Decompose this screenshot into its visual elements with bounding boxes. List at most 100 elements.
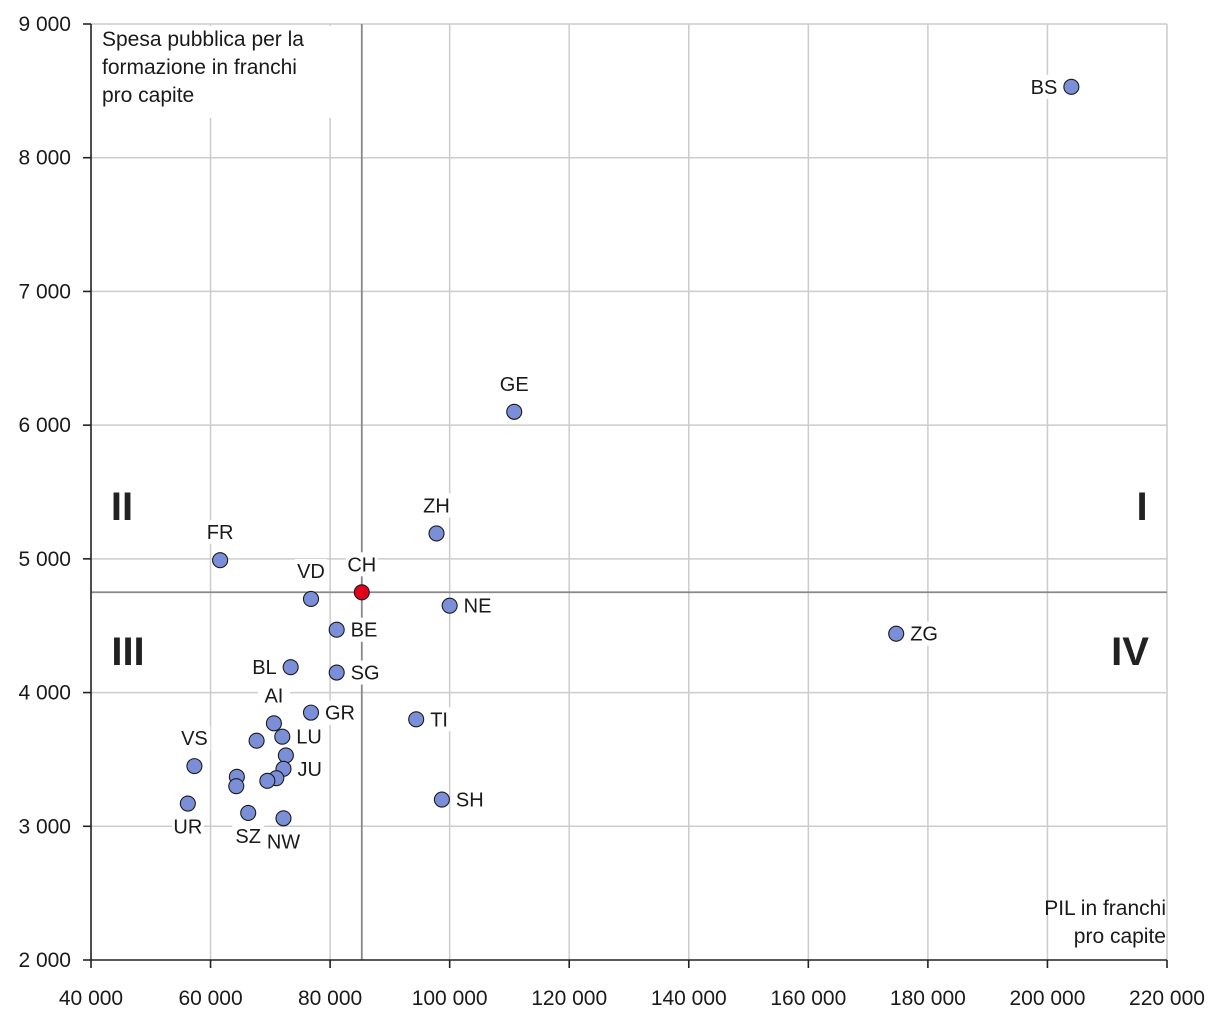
x-tick-label: 80 000 [298,987,362,1010]
data-points [179,78,1080,827]
point-ti [408,711,425,728]
point-label-halo [267,829,300,854]
x-axis-title-line: pro capite [1074,925,1166,948]
point-labels: BS GE ZH FR VD CH NE ZG BE BL SG GR AI TI LU VS JU SH UR SZ… [171,74,1058,854]
point-zh [428,525,445,542]
point-bl [282,659,299,676]
quadrant-label-i: I [1136,485,1147,529]
point-label-halo [420,493,453,518]
quadrant-label-iv: IV [1111,630,1149,674]
point-sz [240,804,257,821]
point-unlabeled [259,772,276,789]
x-axis-ticks: 40 000 60 000 80 000 100 000 120 000 140 000 1… [59,960,1205,1010]
y-tick-label: 6 000 [18,414,71,437]
point-label-bl: BL [252,657,276,679]
x-tick-label: 140 000 [651,987,727,1010]
point-ne [441,597,458,614]
point-sg [328,664,345,681]
point-unlabeled [248,732,265,749]
x-tick-label: 60 000 [178,987,242,1010]
point-unlabeled [277,747,294,764]
axis-titles: Spesa pubblica per la formazione in franc… [97,26,1166,948]
point-label-halo [204,520,237,545]
point-bs [1063,78,1080,95]
point-ge [506,403,523,420]
point-label-fr: FR [207,522,234,544]
x-tick-label: 100 000 [412,987,488,1010]
point-label-halo [345,552,378,577]
point-label-halo [498,371,531,396]
point-label-halo [908,621,941,646]
point-label-halo [453,787,486,812]
point-label-halo [295,756,328,781]
point-label-halo [178,726,211,751]
point-label-halo [428,707,461,732]
point-label-ch: CH [347,554,376,576]
x-axis-title-line: PIL in franchi [1044,897,1166,920]
point-label-bs: BS [1031,77,1058,99]
point-label-halo [461,593,494,618]
point-label-halo [322,700,355,725]
quadrant-label-iii: III [111,630,144,674]
point-label-halo [244,655,277,680]
point-lu [274,728,291,745]
point-label-zh: ZH [423,495,450,517]
point-label-halo [348,660,381,685]
point-nw [275,810,292,827]
axes [90,24,1167,961]
reference-lines [91,24,1167,960]
y-tick-label: 4 000 [18,682,71,705]
point-label-vs: VS [181,728,208,750]
y-tick-label: 3 000 [18,815,71,838]
point-label-sz: SZ [235,826,261,848]
x-tick-label: 200 000 [1009,987,1085,1010]
x-tick-label: 120 000 [531,987,607,1010]
point-zg [888,625,905,642]
point-label-halo [294,724,327,749]
point-label-ai: AI [264,685,283,707]
point-vs [186,758,203,775]
y-axis-title-line: Spesa pubblica per la [102,28,304,51]
point-label-zg: ZG [910,624,938,646]
point-sh [433,791,450,808]
point-label-ur: UR [173,817,202,839]
point-fr [212,552,229,569]
point-ai [265,715,282,732]
point-vd [302,590,320,608]
y-tick-label: 5 000 [18,548,71,571]
point-label-halo [348,617,381,642]
y-axis-title-line: pro capite [102,84,194,107]
point-gr [302,704,320,721]
point-label-halo [1025,74,1058,99]
y-axis-title-background [97,26,333,118]
point-be [328,621,345,638]
point-label-halo [232,823,265,848]
x-tick-label: 160 000 [770,987,846,1010]
point-label-ju: JU [297,759,321,781]
point-ch [353,584,370,601]
point-label-ge: GE [500,374,529,396]
point-label-lu: LU [296,727,322,749]
point-label-ne: NE [464,596,492,618]
quadrant-label-ii: II [111,485,133,529]
point-label-halo [171,814,204,839]
point-label-vd: VD [297,561,325,583]
y-tick-label: 2 000 [18,949,71,972]
point-label-sg: SG [351,663,380,685]
y-tick-label: 8 000 [18,147,71,170]
x-tick-label: 40 000 [59,987,123,1010]
point-label-halo [294,558,327,583]
point-unlabeled [228,778,245,795]
point-label-halo [257,683,290,708]
point-label-sh: SH [456,790,484,812]
point-label-nw: NW [267,831,300,853]
y-tick-label: 7 000 [18,280,71,303]
point-label-gr: GR [325,703,355,725]
point-label-be: BE [351,620,378,642]
y-tick-label: 9 000 [18,13,71,36]
point-label-ti: TI [430,709,448,731]
y-axis-title-line: formazione in franchi [102,56,297,79]
y-axis-ticks: 2 000 3 000 4 000 5 000 6 000 7 000 8 000 9 000 [18,13,91,972]
